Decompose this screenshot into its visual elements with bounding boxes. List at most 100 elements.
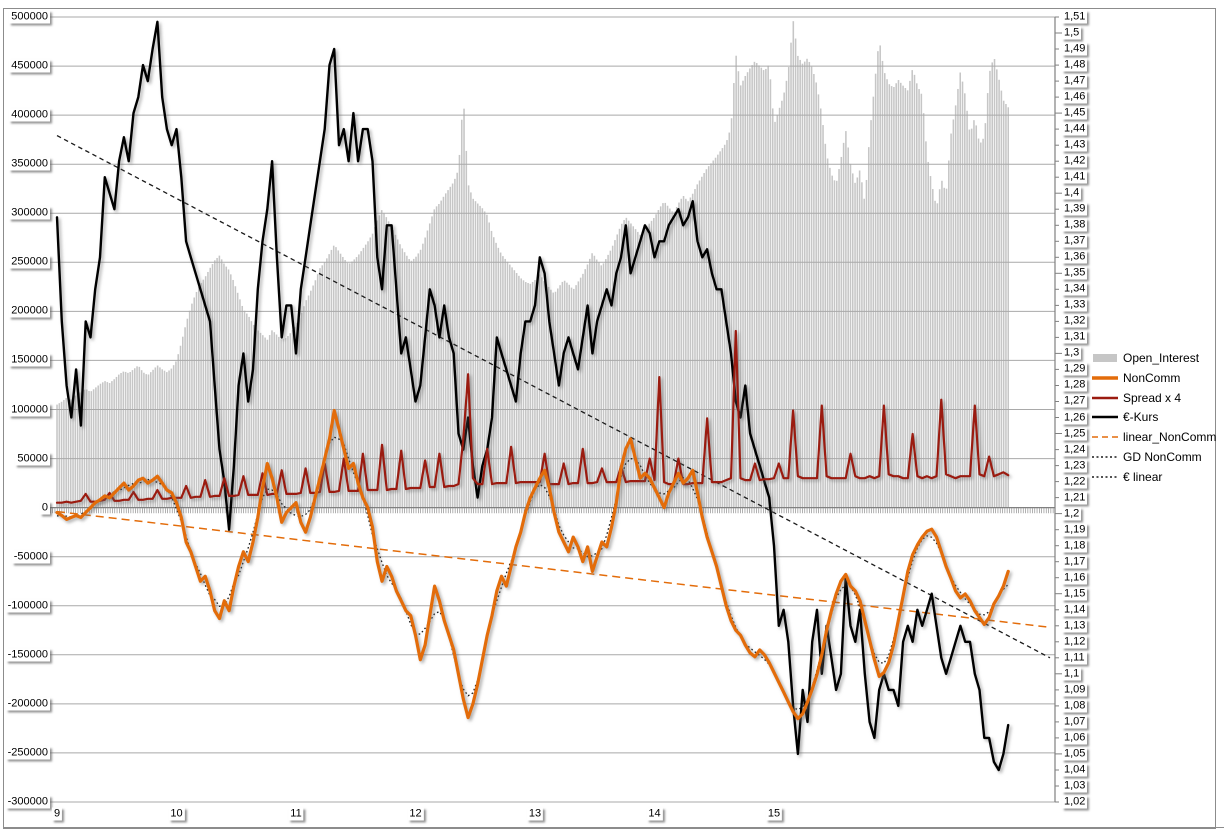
right-axis-label: 1,03	[1062, 779, 1088, 793]
left-axis-label: 200000	[9, 304, 50, 318]
euro-kurs-line	[55, 20, 1010, 772]
legend-item: NonComm	[1092, 368, 1180, 388]
left-axis-label: -250000	[5, 746, 50, 760]
legend-label: Open_Interest	[1123, 351, 1200, 365]
right-axis-label: 1,32	[1062, 314, 1088, 328]
left-axis-label: -100000	[5, 599, 50, 613]
legend-item: linear_NonComm	[1092, 427, 1216, 447]
legend-label: Spread x 4	[1123, 390, 1182, 405]
noncomm-line	[55, 408, 1010, 721]
left-axis-label: -200000	[5, 697, 50, 711]
right-axis-label: 1,45	[1062, 106, 1088, 120]
right-axis-line	[1054, 16, 1062, 803]
legend-label: NonComm	[1123, 370, 1181, 385]
left-axis-label: -50000	[11, 550, 50, 564]
x-axis-label: 14	[646, 807, 663, 821]
right-axis-label: 1,41	[1062, 170, 1088, 184]
right-axis-label: 1,23	[1062, 459, 1088, 473]
right-axis-label: 1,31	[1062, 330, 1088, 344]
left-axis-label: 0	[39, 501, 50, 515]
right-axis-label: 1,21	[1062, 491, 1088, 505]
horizontal-gridlines	[50, 16, 1055, 803]
right-axis-label: 1,02	[1062, 795, 1088, 809]
right-axis-label: 1,39	[1062, 202, 1088, 216]
right-axis-label: 1,3	[1062, 346, 1082, 360]
right-axis-label: 1,36	[1062, 250, 1088, 264]
euro-linear-trendline	[56, 135, 1051, 659]
chart-bottom-rule	[3, 827, 1224, 828]
right-axis-label: 1,26	[1062, 411, 1088, 424]
x-axis-label: 11	[288, 807, 304, 821]
legend-swatch-line	[1092, 396, 1118, 399]
right-axis-label: 1,24	[1062, 443, 1088, 457]
right-axis-label: 1,11	[1062, 651, 1087, 665]
left-axis-label: -150000	[5, 648, 50, 662]
legend-item: € linear	[1092, 467, 1162, 487]
legend-item: Spread x 4	[1092, 388, 1181, 408]
right-axis-label: 1,44	[1062, 122, 1088, 136]
right-axis-label: 1,51	[1062, 10, 1088, 24]
right-axis-label: 1,09	[1062, 683, 1088, 697]
right-axis-label: 1,05	[1062, 747, 1088, 761]
right-axis-label: 1,2	[1062, 507, 1082, 521]
right-axis-label: 1,33	[1062, 298, 1088, 312]
legend-label: linear_NonComm	[1123, 430, 1217, 445]
left-axis-label: 150000	[9, 353, 50, 367]
right-axis-label: 1,37	[1062, 234, 1088, 248]
right-axis-label: 1,43	[1062, 138, 1088, 152]
right-axis-label: 1,5	[1062, 26, 1082, 40]
right-axis-label: 1,17	[1062, 555, 1088, 569]
right-axis-label: 1,47	[1062, 74, 1088, 88]
right-axis-label: 1,08	[1062, 699, 1088, 713]
right-axis-label: 1,13	[1062, 619, 1088, 633]
legend-swatch-bar	[1093, 354, 1117, 362]
right-axis-label: 1,07	[1062, 715, 1088, 729]
right-axis-label: 1,35	[1062, 266, 1088, 280]
open-interest-bars	[56, 21, 1010, 508]
right-axis-label: 1,06	[1062, 731, 1088, 745]
legend-swatch-line	[1092, 416, 1118, 419]
noncomm-linear-trendline	[56, 510, 1051, 629]
legend-item: GD NonComm	[1092, 447, 1202, 467]
left-axis-label: 350000	[9, 157, 50, 171]
right-axis-label: 1,34	[1062, 282, 1088, 296]
right-axis-label: 1,25	[1062, 427, 1088, 441]
spread-line	[55, 329, 1010, 504]
left-axis-label: 250000	[9, 255, 50, 269]
right-axis-label: 1,28	[1062, 378, 1088, 392]
right-axis-label: 1,29	[1062, 362, 1088, 376]
left-axis-label: 100000	[9, 403, 50, 416]
left-axis-label: 500000	[9, 10, 50, 24]
x-axis-label: 15	[765, 807, 783, 821]
legend-label: GD NonComm	[1123, 450, 1202, 464]
left-axis-label: 50000	[15, 452, 50, 466]
right-axis-label: 1,18	[1062, 539, 1088, 553]
right-axis-label: 1,46	[1062, 90, 1088, 104]
right-axis-label: 1,4	[1062, 186, 1082, 200]
x-axis-label: 9	[51, 807, 63, 821]
legend-swatch-dotted	[1092, 456, 1118, 458]
right-axis-label: 1,38	[1062, 218, 1088, 232]
right-axis-label: 1,19	[1062, 523, 1088, 537]
legend-item: €-Kurs	[1092, 407, 1158, 427]
right-axis-label: 1,22	[1062, 475, 1088, 489]
left-axis-label: 450000	[9, 59, 50, 73]
right-axis-label: 1,15	[1062, 587, 1088, 601]
right-axis-label: 1,04	[1062, 763, 1088, 777]
right-axis-label: 1,16	[1062, 571, 1088, 585]
legend-item: Open_Interest	[1092, 348, 1199, 368]
legend-swatch-dashed	[1092, 436, 1118, 438]
legend-swatch-line	[1092, 376, 1118, 380]
left-axis-label: 300000	[9, 206, 50, 220]
right-axis-label: 1,14	[1062, 603, 1088, 617]
right-axis-label: 1,42	[1062, 154, 1088, 168]
left-axis-label: -300000	[5, 795, 50, 809]
legend-label: € linear	[1123, 469, 1163, 484]
right-axis-label: 1,1	[1062, 667, 1082, 681]
legend-swatch-dotted	[1092, 476, 1118, 478]
right-axis-label: 1,27	[1062, 394, 1088, 408]
x-axis-label: 10	[168, 807, 185, 821]
x-axis-label: 12	[407, 807, 424, 821]
